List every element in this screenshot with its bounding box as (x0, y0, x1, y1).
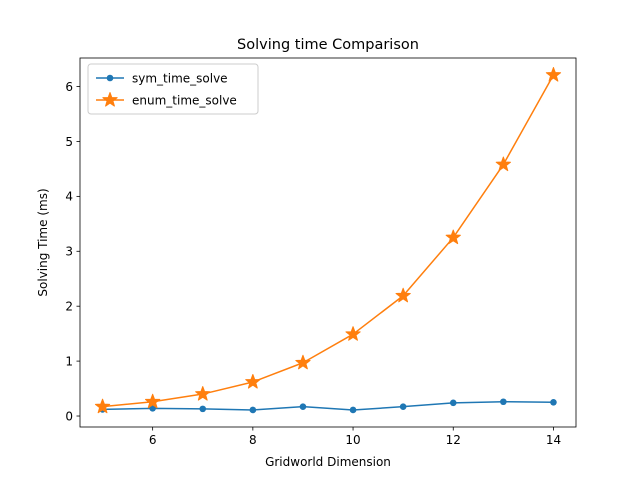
data-point-enum_time_solve-8 (245, 373, 261, 389)
series-enum_time_solve (94, 67, 562, 414)
y-tick-label-1: 1 (65, 354, 73, 368)
y-tick-label-2: 2 (65, 299, 73, 313)
data-point-enum_time_solve-9 (295, 354, 311, 370)
axes-frame (79, 57, 577, 428)
y-tick-label-5: 5 (65, 135, 73, 149)
y-tick-label-4: 4 (65, 190, 73, 204)
x-tick-label-12: 12 (446, 433, 461, 447)
data-point-sym_time_solve-6 (149, 405, 156, 412)
chart-title: Solving time Comparison (237, 37, 419, 53)
data-point-enum_time_solve-12 (445, 229, 461, 245)
legend-label-sym_time_solve: sym_time_solve (132, 71, 228, 85)
legend-swatch-marker (102, 92, 118, 107)
y-axis-title: Solving Time (ms) (36, 188, 50, 296)
data-point-sym_time_solve-10 (349, 406, 357, 414)
data-point-sym_time_solve-12 (449, 399, 457, 407)
data-point-sym_time_solve-8 (249, 406, 257, 414)
legend-label-enum_time_solve: enum_time_solve (132, 93, 237, 107)
y-tick-label-6: 6 (65, 80, 73, 94)
data-point-enum_time_solve-10 (345, 326, 361, 341)
data-point-sym_time_solve-14 (550, 398, 557, 406)
series-line-enum_time_solve (102, 74, 555, 408)
x-tick-label-8: 8 (249, 433, 257, 447)
data-point-enum_time_solve-6 (145, 393, 161, 409)
series-line-sym_time_solve (102, 400, 554, 411)
data-point-enum_time_solve-11 (395, 287, 411, 303)
data-point-sym_time_solve-13 (500, 398, 507, 406)
y-tick-label-0: 0 (65, 409, 73, 423)
legend-entry-sym_time_solve: sym_time_solve (96, 71, 228, 85)
data-point-enum_time_solve-7 (195, 386, 211, 401)
x-tick-label-6: 6 (149, 433, 157, 447)
data-point-enum_time_solve-13 (495, 156, 511, 172)
legend-entry-enum_time_solve: enum_time_solve (96, 92, 237, 107)
legend-swatch-marker (106, 74, 114, 82)
plot-layer (94, 67, 562, 414)
y-tick-label-3: 3 (65, 245, 73, 259)
legend-box (87, 63, 259, 115)
x-axis-title: Gridworld Dimension (265, 455, 391, 469)
data-point-sym_time_solve-11 (399, 403, 407, 410)
data-point-sym_time_solve-9 (299, 403, 307, 410)
x-tick-label-10: 10 (345, 433, 360, 447)
data-point-enum_time_solve-14 (545, 67, 562, 82)
legend: sym_time_solve enum_time_solve (87, 63, 259, 115)
data-point-sym_time_solve-7 (199, 405, 207, 413)
data-point-enum_time_solve-5 (94, 398, 111, 414)
x-tick-label-14: 14 (546, 433, 561, 447)
